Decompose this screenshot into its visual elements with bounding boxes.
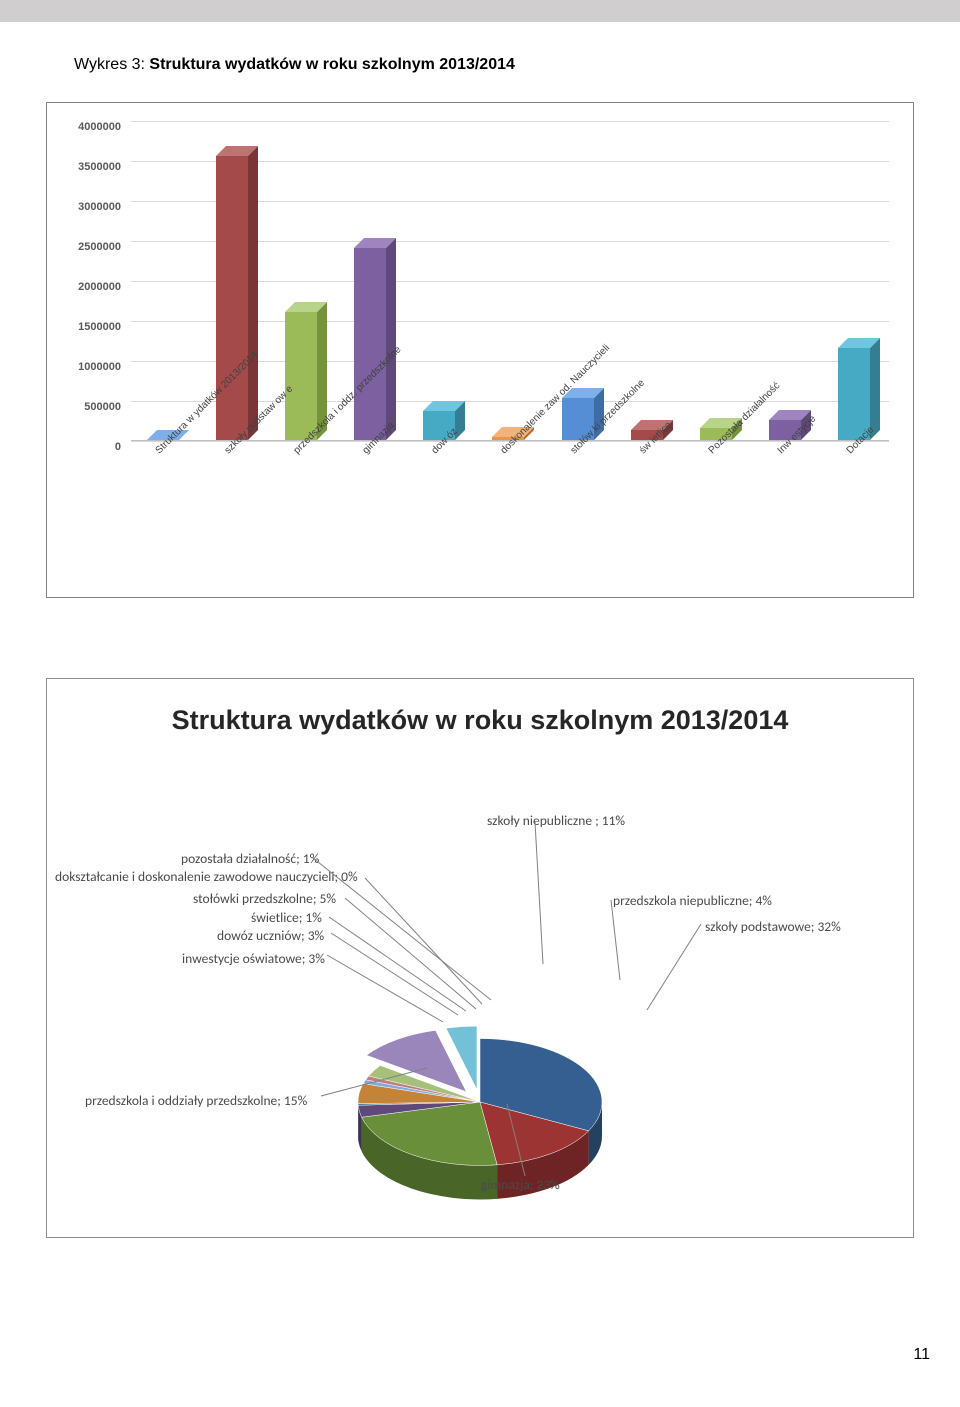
bar-ylabel: 500000: [84, 401, 121, 413]
bar-xlabel: Struktura w ydatków 2013/2014: [154, 447, 163, 456]
bar-chart-yaxis: 0500000100000015000002000000250000030000…: [61, 121, 127, 440]
pie-chart-body: szkoły niepubliczne ; 11% pozostała dział…: [65, 812, 895, 1232]
pie-slice-label: stołówki przedszkolne; 5%: [193, 890, 336, 907]
bar-xlabel: gimnazja: [361, 447, 370, 456]
bar-xlabel: szkoły podstaw ow e: [223, 447, 232, 456]
bar-xlabel: Pozostała działalność: [706, 447, 715, 456]
bar-ylabel: 1000000: [78, 361, 121, 373]
pie-chart-container: Struktura wydatków w roku szkolnym 2013/…: [46, 678, 914, 1238]
bar-xlabel: św ietlice: [637, 447, 646, 456]
pie-slice-label: inwestycje oświatowe; 3%: [182, 950, 325, 967]
pie-slice-label: pozostała działalność; 1%: [181, 850, 319, 867]
pie-chart-svg: [270, 932, 690, 1252]
bar-xlabel: doskonalenie zaw od. Nauczycieli: [499, 447, 508, 456]
bar-xlabel: stołów ki przedszkolne: [568, 447, 577, 456]
bar-xlabel: przedszkola i oddz. przedszkolne: [292, 447, 301, 456]
bar-chart-caption: Wykres 3: Struktura wydatków w roku szko…: [74, 56, 886, 74]
pie-chart-title: Struktura wydatków w roku szkolnym 2013/…: [65, 705, 895, 736]
bar: [285, 312, 317, 440]
pie-slice-label: gimnazja; 23%: [481, 1176, 560, 1193]
bar: [354, 248, 386, 440]
bar-xlabel: Dotacje: [844, 447, 853, 456]
pie-slice-label: szkoły podstawowe; 32%: [705, 918, 841, 935]
bar-ylabel: 2000000: [78, 281, 121, 293]
pie-slice-label: szkoły niepubliczne ; 11%: [487, 812, 625, 829]
page-content: Wykres 3: Struktura wydatków w roku szko…: [0, 22, 960, 1278]
bar-ylabel: 4000000: [78, 121, 121, 133]
pie-slice-label: dowóz uczniów; 3%: [217, 927, 324, 944]
bar-xlabel: Inw estycje: [775, 447, 784, 456]
bar-chart-xaxis: Struktura w ydatków 2013/2014 szkoły pods…: [61, 447, 899, 587]
bar-xlabel: dow óz: [430, 447, 439, 456]
pie-slice-label: dokształcanie i doskonalenie zawodowe na…: [55, 868, 358, 885]
bar-ylabel: 3000000: [78, 201, 121, 213]
caption-label: Wykres 3:: [74, 56, 149, 73]
bar-ylabel: 3500000: [78, 161, 121, 173]
bar-ylabel: 2500000: [78, 241, 121, 253]
caption-strong: Struktura wydatków w roku szkolnym 2013/…: [149, 56, 514, 73]
pie-slice-label: przedszkola i oddziały przedszkolne; 15%: [85, 1092, 307, 1109]
bar-ylabel: 1500000: [78, 321, 121, 333]
page-number: 11: [0, 1346, 930, 1364]
bar-chart-container: 0500000100000015000002000000250000030000…: [46, 102, 914, 598]
bar: [216, 156, 248, 440]
header-band: [0, 0, 960, 22]
pie-slice-label: świetlice; 1%: [251, 909, 322, 926]
pie-slice-label: przedszkola niepubliczne; 4%: [613, 892, 772, 909]
